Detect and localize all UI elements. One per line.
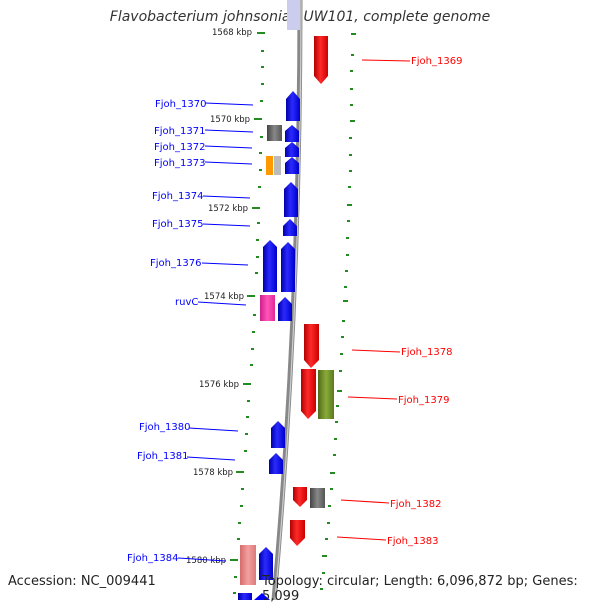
gene-label[interactable]: Fjoh_1380 (139, 422, 190, 433)
gene-label[interactable]: Fjoh_1383 (387, 536, 438, 547)
olive-feature (318, 370, 334, 419)
gene-label[interactable]: Fjoh_1376 (150, 258, 201, 269)
gene-feature-fjoh-1382[interactable]: Fjoh_1382 (293, 487, 441, 510)
gene-feature-fjoh-1369[interactable]: Fjoh_1369 (314, 36, 462, 84)
outer-dashed-track (320, 33, 356, 590)
gene-label[interactable]: Fjoh_1373 (154, 158, 205, 169)
gene-label[interactable]: Fjoh_1384 (127, 553, 178, 564)
gene-feature-fjoh-1371[interactable]: Fjoh_1371 (154, 125, 299, 142)
magenta-feature (260, 295, 275, 321)
orange-feature (266, 156, 273, 175)
genome-backbone (271, 0, 303, 600)
gene-feature-fjoh-1384[interactable]: Fjoh_1384 (127, 545, 273, 585)
gene-feature-fjoh-1376[interactable]: Fjoh_1376 (150, 240, 295, 292)
gene-label[interactable]: Fjoh_1381 (137, 451, 188, 462)
genome-backbone-highlight (274, 0, 302, 600)
partial-feature-bottom (254, 593, 270, 600)
partial-feature-top (287, 0, 300, 30)
pink-feature (240, 545, 256, 585)
gene-feature-fjoh-1378[interactable]: Fjoh_1378 (304, 324, 452, 368)
gene-feature-fjoh-1375[interactable]: Fjoh_1375 (152, 219, 297, 236)
gene-feature-fjoh-1379[interactable]: Fjoh_1379 (301, 369, 449, 419)
scale-tick-label: 1572 kbp (208, 204, 248, 214)
gene-feature-ruvc[interactable]: ruvC (175, 295, 292, 321)
gray-feature (267, 125, 282, 141)
scale-tick-label: 1574 kbp (204, 292, 244, 302)
scale-tick-label: 1578 kbp (193, 468, 233, 478)
gene-feature-fjoh-1380[interactable]: Fjoh_1380 (139, 421, 285, 448)
gene-feature-fjoh-1373[interactable]: Fjoh_1373 (154, 156, 299, 175)
gray-feature (310, 488, 325, 508)
gene-label[interactable]: Fjoh_1372 (154, 142, 205, 153)
partial-feature-bottom (238, 593, 252, 600)
inner-dashed-track (230, 32, 265, 594)
gene-label[interactable]: Fjoh_1374 (152, 191, 203, 202)
gene-label[interactable]: Fjoh_1375 (152, 219, 203, 230)
gene-label[interactable]: Fjoh_1370 (155, 99, 206, 110)
light-gray-feature (274, 156, 281, 175)
gene-feature-fjoh-1374[interactable]: Fjoh_1374 (152, 182, 298, 217)
scale-tick-label: 1570 kbp (210, 115, 250, 125)
scale-tick-label: 1580 kbp (186, 556, 226, 566)
gene-label[interactable]: Fjoh_1378 (401, 347, 452, 358)
gene-label[interactable]: Fjoh_1369 (411, 56, 462, 67)
gene-feature-fjoh-1370[interactable]: Fjoh_1370 (155, 91, 300, 121)
gene-label[interactable]: Fjoh_1382 (390, 499, 441, 510)
gene-label[interactable]: Fjoh_1371 (154, 126, 205, 137)
scale-tick-label: 1568 kbp (212, 28, 252, 38)
accession-label: Accession: NC_009441 (8, 574, 156, 589)
gene-label[interactable]: ruvC (175, 297, 198, 308)
gene-label[interactable]: Fjoh_1379 (398, 395, 449, 406)
gene-feature-fjoh-1383[interactable]: Fjoh_1383 (290, 520, 438, 547)
gene-feature-fjoh-1381[interactable]: Fjoh_1381 (137, 451, 283, 474)
scale-tick-label: 1576 kbp (199, 380, 239, 390)
gene-feature-fjoh-1372[interactable]: Fjoh_1372 (154, 142, 299, 157)
